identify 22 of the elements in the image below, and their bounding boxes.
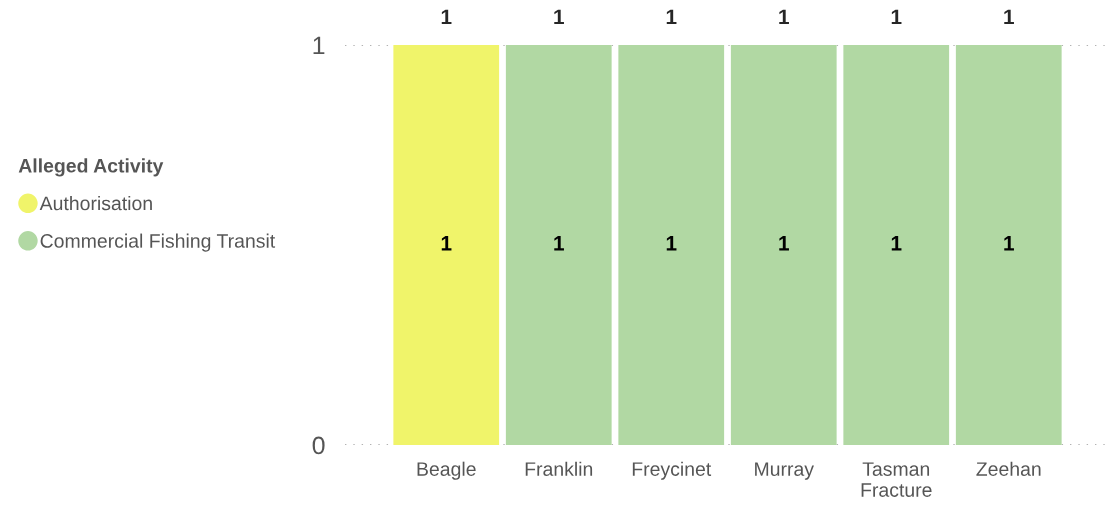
x-tick-label: Franklin (525, 461, 593, 476)
legend-label: Commercial Fishing Transit (40, 233, 276, 252)
legend-title: Alleged Activity (18, 158, 164, 177)
x-tick-label: Tasman Fracture (861, 462, 932, 497)
total-label: 1 (891, 9, 902, 25)
y-tick-label: 0 (312, 436, 325, 455)
total-label: 1 (554, 9, 564, 25)
legend-label: Authorisation (39, 195, 152, 211)
data-label: 1 (1004, 236, 1014, 251)
x-tick-label: Zeehan (976, 461, 1041, 476)
data-label: 1 (779, 236, 789, 251)
x-tick-label: Beagle (417, 461, 476, 480)
total-label: 1 (779, 9, 789, 25)
total-label: 1 (666, 9, 677, 25)
total-label: 1 (1004, 9, 1014, 25)
x-tick-label: Freycinet (632, 461, 712, 480)
data-label: 1 (441, 236, 452, 251)
data-label: 1 (554, 236, 564, 251)
total-label: 1 (441, 9, 452, 25)
data-label: 1 (891, 236, 902, 251)
x-tick-label: Murray (755, 462, 814, 480)
data-label: 1 (666, 236, 677, 251)
